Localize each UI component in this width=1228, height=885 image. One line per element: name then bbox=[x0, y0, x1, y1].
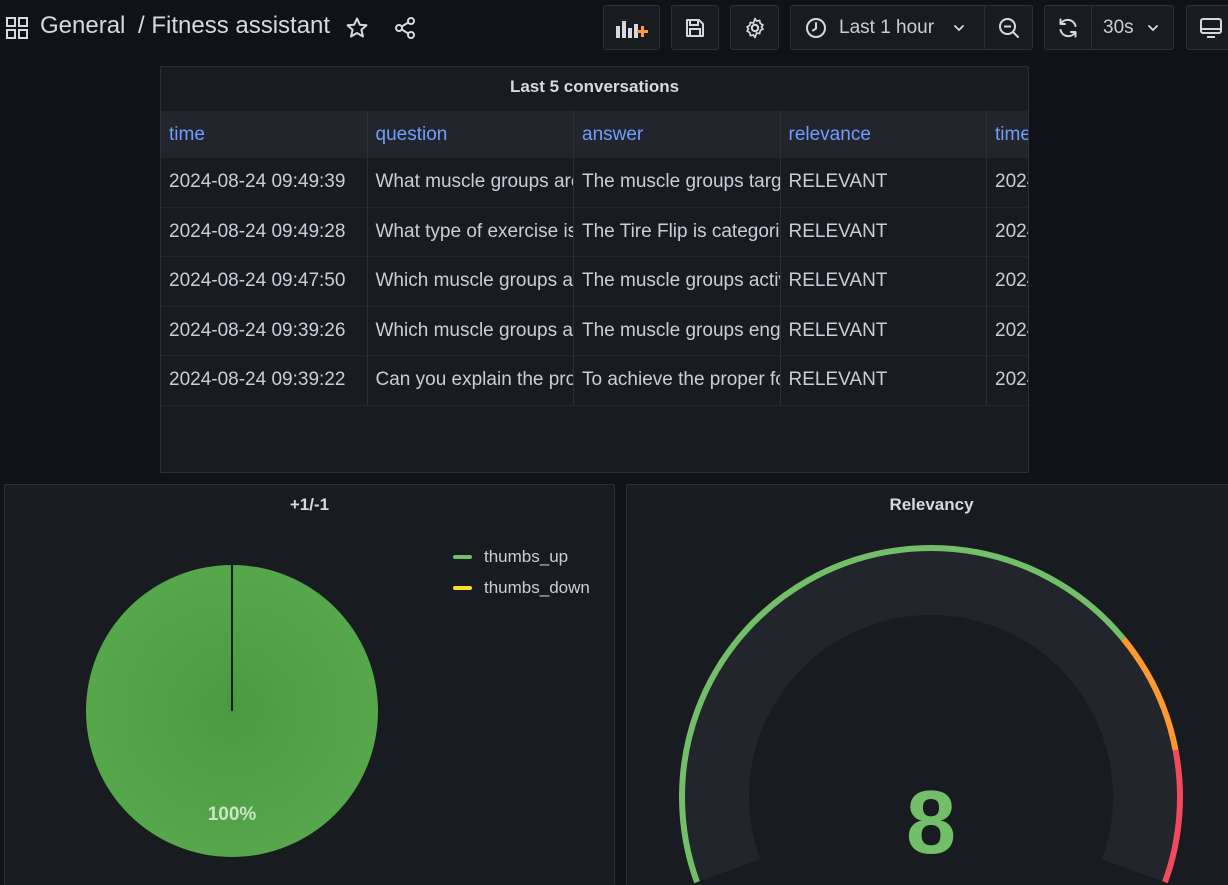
time-range-picker[interactable]: Last 1 hour bbox=[790, 5, 985, 50]
legend-label: thumbs_up bbox=[484, 546, 569, 566]
gauge-chart: 8 bbox=[679, 545, 1183, 884]
panel-title: Relevancy bbox=[889, 495, 974, 514]
table-cell: RELEVANT bbox=[781, 306, 987, 355]
gear-icon bbox=[745, 17, 764, 38]
table-cell: What type of exercise is the Tire Flip bbox=[368, 207, 574, 256]
time-range-label: Last 1 hour bbox=[839, 16, 935, 38]
legend-item-thumbs-up[interactable]: thumbs_up bbox=[453, 541, 590, 572]
table-cell: To achieve the proper form bbox=[574, 356, 781, 405]
column-header-time-2[interactable]: time bbox=[995, 123, 1029, 145]
chevron-down-icon bbox=[954, 24, 964, 31]
table-row: 2024-08-24 09:49:28 What type of exercis… bbox=[161, 207, 1028, 257]
column-header-time[interactable]: time bbox=[161, 111, 368, 158]
pie-legend: thumbs_up thumbs_down bbox=[453, 541, 590, 603]
gauge-threshold-band bbox=[1121, 637, 1179, 751]
feedback-pie-panel: +1/-1 100% thumbs_up thumbs_down bbox=[4, 484, 615, 885]
table-row: 2024-08-24 09:39:26 Which muscle groups … bbox=[161, 306, 1028, 356]
refresh-button[interactable] bbox=[1044, 5, 1092, 50]
column-header-question[interactable]: question bbox=[368, 111, 574, 158]
column-header-answer[interactable]: answer bbox=[574, 111, 781, 158]
panel-title: +1/-1 bbox=[289, 495, 330, 514]
table-cell: 2024-08-24 09:47:50 bbox=[161, 257, 368, 306]
pie-chart: 100% bbox=[86, 565, 378, 857]
monitor-icon bbox=[1199, 17, 1222, 38]
conversations-table: time question answer relevance time 2024… bbox=[161, 111, 1029, 406]
table-cell: Can you explain the proper form bbox=[368, 356, 574, 405]
gauge-threshold-band bbox=[1162, 749, 1183, 884]
panel-title: Last 5 conversations bbox=[509, 77, 680, 96]
table-cell: The muscle groups activated bbox=[574, 257, 781, 306]
conversations-table-panel: Last 5 conversations time question answe… bbox=[160, 66, 1029, 473]
dashboard-settings-button[interactable] bbox=[730, 5, 779, 50]
tv-mode-button[interactable] bbox=[1186, 5, 1228, 50]
zoom-out-button[interactable] bbox=[984, 5, 1033, 50]
table-cell: RELEVANT bbox=[781, 207, 987, 256]
table-header-row: time question answer relevance time bbox=[161, 111, 1029, 158]
add-panel-icon bbox=[615, 20, 648, 38]
table-cell: 2024 bbox=[995, 270, 1028, 292]
gauge-threshold-band bbox=[679, 545, 1126, 884]
table-row: 2024-08-24 09:49:39 What muscle groups a… bbox=[161, 158, 1028, 208]
chevron-down-icon bbox=[1147, 24, 1158, 31]
table-cell: The muscle groups engaged bbox=[574, 306, 781, 355]
table-cell: What muscle groups are targeted bbox=[368, 158, 574, 207]
save-dashboard-button[interactable] bbox=[671, 5, 719, 50]
gauge-value: 8 bbox=[906, 773, 956, 873]
column-header-relevance[interactable]: relevance bbox=[781, 111, 987, 158]
refresh-interval-label: 30s bbox=[1103, 16, 1134, 38]
legend-swatch bbox=[453, 554, 472, 559]
table-cell: 2024 bbox=[995, 319, 1028, 341]
table-cell: Which muscle groups are activated bbox=[368, 257, 574, 306]
table-cell: 2024-08-24 09:49:39 bbox=[161, 158, 368, 207]
zoom-out-icon bbox=[998, 17, 1019, 38]
table-row: 2024-08-24 09:47:50 Which muscle groups … bbox=[161, 257, 1028, 307]
dashboard-title[interactable]: / Fitness assistant bbox=[138, 12, 331, 39]
dashboard-grid-icon[interactable] bbox=[6, 17, 28, 39]
table-cell: 2024 bbox=[995, 171, 1028, 193]
table-cell: RELEVANT bbox=[781, 356, 987, 405]
clock-icon bbox=[806, 17, 826, 38]
legend-item-thumbs-down[interactable]: thumbs_down bbox=[453, 572, 590, 603]
star-icon[interactable] bbox=[345, 16, 369, 40]
table-cell: RELEVANT bbox=[781, 158, 987, 207]
refresh-interval-picker[interactable]: 30s bbox=[1091, 5, 1174, 50]
table-row: 2024-08-24 09:39:22 Can you explain the … bbox=[161, 356, 1028, 406]
breadcrumb-folder[interactable]: General bbox=[40, 12, 126, 39]
table-cell: RELEVANT bbox=[781, 257, 987, 306]
table-cell: 2024-08-24 09:49:28 bbox=[161, 207, 368, 256]
table-cell: 2024 bbox=[995, 369, 1028, 391]
legend-label: thumbs_down bbox=[484, 577, 590, 597]
table-cell: Which muscle groups are engaged bbox=[368, 306, 574, 355]
legend-swatch bbox=[453, 585, 472, 590]
table-cell: The Tire Flip is categorized bbox=[574, 207, 781, 256]
dashboard-toolbar: General / Fitness assistant bbox=[0, 0, 1228, 56]
gauge-track bbox=[685, 551, 1177, 882]
relevancy-gauge-panel: Relevancy 8 bbox=[626, 484, 1228, 885]
table-cell: 2024-08-24 09:39:26 bbox=[161, 306, 368, 355]
save-icon bbox=[686, 18, 704, 37]
pie-slice-label: 100% bbox=[208, 804, 257, 825]
table-cell: 2024 bbox=[995, 220, 1028, 242]
table-cell: 2024-08-24 09:39:22 bbox=[161, 356, 368, 405]
refresh-icon bbox=[1059, 18, 1077, 37]
share-icon[interactable] bbox=[393, 16, 417, 40]
table-cell: The muscle groups targeted bbox=[574, 158, 781, 207]
add-panel-button[interactable] bbox=[603, 5, 660, 50]
